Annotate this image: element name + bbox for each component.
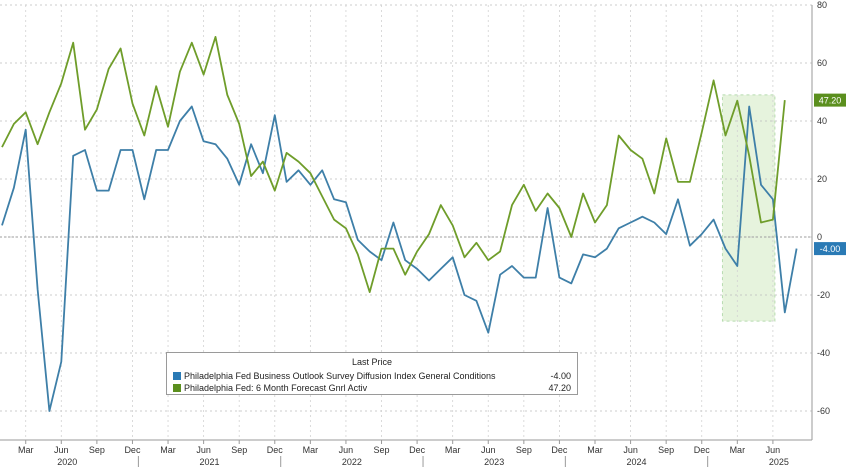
legend-entry-general-conditions: Philadelphia Fed Business Outlook Survey… xyxy=(173,370,571,382)
x-tick-label: Mar xyxy=(445,445,461,455)
x-year-label: 2021 xyxy=(200,457,220,467)
y-tick-label: -20 xyxy=(817,290,830,300)
y-tick-label: -60 xyxy=(817,406,830,416)
x-tick-label: Jun xyxy=(766,445,781,455)
y-tick-label: 80 xyxy=(817,0,827,10)
last-value-badge xyxy=(814,93,846,107)
x-tick-label: Jun xyxy=(623,445,638,455)
x-tick-label: Dec xyxy=(124,445,141,455)
x-tick-label: Mar xyxy=(730,445,746,455)
x-tick-label: Jun xyxy=(481,445,496,455)
last-value-label: 47.20 xyxy=(819,96,842,106)
x-tick-label: Mar xyxy=(160,445,176,455)
x-tick-label: Mar xyxy=(303,445,319,455)
y-axis: 80 60 40 20 0 -20 -40 -60 xyxy=(811,0,830,440)
last-value-badge xyxy=(814,242,846,256)
series-line-general-conditions xyxy=(1,105,798,412)
x-tick-label: Dec xyxy=(694,445,711,455)
x-tick-label: Dec xyxy=(409,445,426,455)
x-tick-label: Jun xyxy=(196,445,211,455)
y-tick-label: -40 xyxy=(817,348,830,358)
x-tick-label: Sep xyxy=(658,445,674,455)
x-year-label: 2024 xyxy=(626,457,646,467)
legend-entry-name: Philadelphia Fed: 6 Month Forecast Gnrl … xyxy=(184,383,368,393)
series-line-6-month-forecast xyxy=(1,36,786,294)
x-year-label: 2020 xyxy=(57,457,77,467)
series-lines xyxy=(1,36,798,412)
x-tick-label: Sep xyxy=(516,445,532,455)
y-tick-label: 0 xyxy=(817,232,822,242)
legend-entry-name: Philadelphia Fed Business Outlook Survey… xyxy=(184,371,496,381)
y-tick-label: 40 xyxy=(817,116,827,126)
highlight-band-layer xyxy=(721,94,776,322)
gridlines xyxy=(0,4,812,440)
legend-swatch-green xyxy=(173,384,181,392)
x-axis: Mar Jun Sep Dec Mar Jun Sep Dec Mar Jun Sep Dec Mar J… xyxy=(0,439,812,467)
x-year-label: 2025 xyxy=(769,457,789,467)
x-year-label: 2022 xyxy=(342,457,362,467)
last-value-label: -4.00 xyxy=(820,244,841,254)
highlight-band xyxy=(721,94,776,322)
y-tick-label: 60 xyxy=(817,58,827,68)
legend-entry-value: 47.20 xyxy=(548,383,571,393)
legend-entry-value: -4.00 xyxy=(550,371,571,381)
x-tick-label: Jun xyxy=(339,445,354,455)
x-tick-label: Jun xyxy=(54,445,69,455)
x-tick-label: Mar xyxy=(18,445,34,455)
x-tick-label: Dec xyxy=(267,445,284,455)
y-tick-label: 20 xyxy=(817,174,827,184)
legend-entry-6-month-forecast: Philadelphia Fed: 6 Month Forecast Gnrl … xyxy=(173,382,571,394)
legend-swatch-blue xyxy=(173,372,181,380)
last-value-labels: -4.00 47.20 xyxy=(814,93,846,256)
x-tick-label: Sep xyxy=(374,445,390,455)
legend: Last Price Philadelphia Fed Business Out… xyxy=(166,352,578,395)
x-tick-label: Sep xyxy=(89,445,105,455)
x-tick-label: Mar xyxy=(587,445,603,455)
x-tick-label: Dec xyxy=(551,445,568,455)
x-tick-label: Sep xyxy=(231,445,247,455)
legend-title: Last Price xyxy=(351,357,393,367)
x-year-label: 2023 xyxy=(484,457,504,467)
